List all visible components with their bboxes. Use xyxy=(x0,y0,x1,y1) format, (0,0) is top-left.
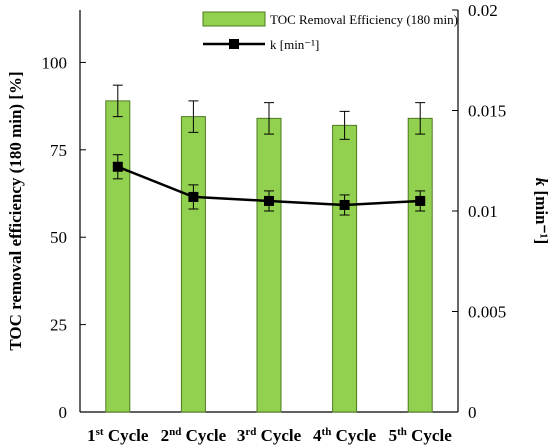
k-marker xyxy=(415,195,426,206)
category-label: 1st Cycle xyxy=(87,426,149,445)
left-axis-title: TOC removal efficiency (180 min) [%] xyxy=(6,71,25,350)
left-tick-label: 75 xyxy=(50,141,67,160)
right-tick-label: 0.02 xyxy=(468,1,498,20)
category-label: 4th Cycle xyxy=(313,426,377,445)
left-tick-label: 100 xyxy=(42,53,68,72)
k-marker xyxy=(112,161,123,172)
toc-bar xyxy=(256,117,282,413)
right-tick-label: 0 xyxy=(468,403,477,422)
legend-line-label: k [min⁻¹] xyxy=(270,37,319,52)
left-tick-label: 25 xyxy=(50,316,67,335)
toc-bar xyxy=(332,124,358,413)
left-tick-label: 50 xyxy=(50,228,67,247)
left-tick-label: 0 xyxy=(59,403,68,422)
k-marker xyxy=(188,191,199,202)
category-label: 3rd Cycle xyxy=(237,426,302,445)
right-tick-label: 0.005 xyxy=(468,303,506,322)
k-marker xyxy=(264,195,274,206)
category-label: 2nd Cycle xyxy=(161,426,227,445)
right-tick-label: 0.015 xyxy=(468,102,506,121)
legend-bar-swatch xyxy=(202,11,266,27)
toc-bar xyxy=(105,100,131,413)
toc-bar xyxy=(407,117,433,413)
category-label: 5th Cycle xyxy=(389,426,453,445)
right-tick-label: 0.01 xyxy=(468,202,498,221)
legend-bar-label: TOC Removal Efficiency (180 min) xyxy=(270,12,458,27)
legend-line-marker xyxy=(229,39,239,49)
toc-bar xyxy=(180,116,206,413)
right-axis-title: k [min⁻¹] xyxy=(532,178,550,244)
k-marker xyxy=(339,199,350,210)
